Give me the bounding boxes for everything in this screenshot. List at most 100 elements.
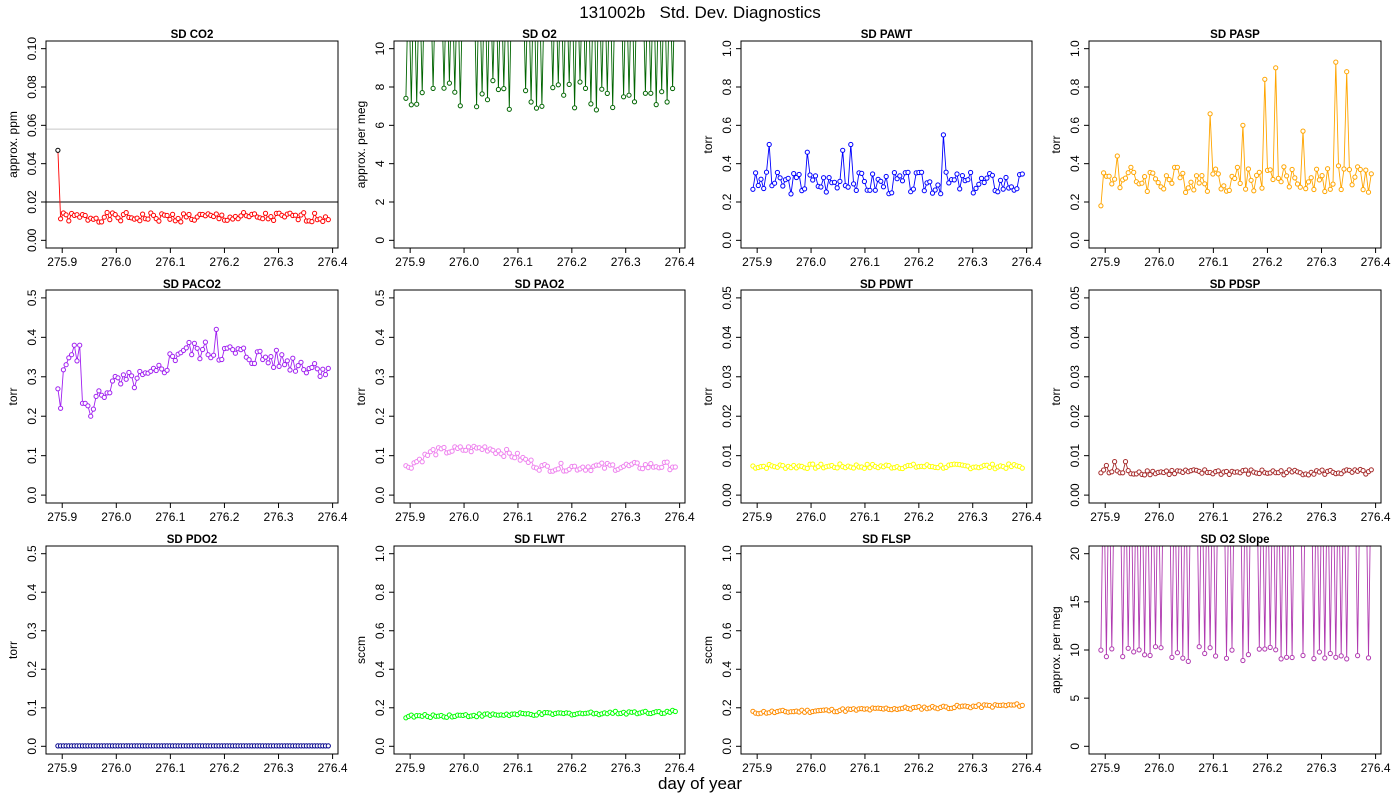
y-tick-label: 0.4	[720, 661, 734, 678]
data-point	[1322, 188, 1328, 195]
data-point	[788, 191, 794, 197]
data-point	[213, 211, 219, 217]
x-tick-label: 276.0	[101, 510, 131, 524]
x-tick-label: 276.3	[611, 761, 641, 775]
data-point	[1341, 166, 1347, 172]
panel-title: SD FLSP	[862, 534, 911, 546]
data-point	[96, 388, 102, 394]
data-point	[1120, 470, 1126, 476]
plot-frame	[740, 289, 1033, 504]
data-point	[1294, 181, 1301, 187]
data-point	[648, 461, 654, 467]
data-point	[317, 373, 323, 379]
y-axis-label: torr	[354, 387, 368, 405]
data-point	[626, 92, 632, 98]
y-tick-label: 0	[373, 237, 387, 244]
data-point	[123, 210, 129, 216]
data-point	[1000, 186, 1006, 192]
y-tick-label: 0.1	[25, 447, 39, 464]
data-point	[257, 348, 263, 354]
data-point	[202, 339, 208, 345]
data-point	[115, 375, 121, 381]
data-point	[1311, 656, 1317, 662]
panel-sd-o2: SD O2 275.9 276.0 276.1 276.2 276.3 276.4 0 2 4 6 8…	[354, 29, 695, 269]
data-point	[268, 214, 274, 220]
data-point	[1193, 173, 1200, 179]
data-point	[120, 372, 127, 378]
data-point	[167, 216, 173, 222]
y-axis-label: sccm	[354, 636, 368, 664]
data-point	[262, 354, 269, 360]
y-tick-label: 0.8	[720, 78, 734, 95]
plot-frame	[45, 545, 339, 755]
y-tick-label: 0.00	[1068, 483, 1082, 507]
data-point	[1019, 465, 1025, 471]
data-point	[672, 464, 678, 470]
data-point	[1019, 171, 1025, 177]
data-point	[1327, 186, 1333, 192]
data-point	[818, 461, 824, 467]
data-point	[585, 464, 591, 470]
data-point	[1185, 658, 1191, 665]
data-point	[572, 105, 578, 111]
x-tick-label: 275.9	[395, 761, 425, 775]
series-group	[55, 743, 331, 749]
data-point	[1327, 650, 1333, 657]
data-point	[750, 186, 756, 192]
y-tick-label: 20	[1068, 547, 1082, 561]
data-point	[1248, 177, 1254, 183]
data-point	[309, 364, 315, 371]
data-point	[785, 175, 791, 181]
x-tick-label: 275.9	[742, 255, 772, 269]
data-point	[1278, 656, 1284, 662]
data-point	[1215, 171, 1221, 177]
data-point	[634, 460, 640, 466]
data-point	[107, 390, 113, 396]
data-point	[1122, 459, 1129, 465]
y-tick-label: 0.2	[373, 699, 387, 716]
panel-sd-pasp: SD PASP 275.9 276.0 276.1 276.2 276.3 276.4 0.0…	[1049, 29, 1391, 269]
y-tick-label: 0.3	[373, 368, 387, 385]
series-group	[403, 443, 678, 474]
data-point	[1221, 183, 1227, 189]
data-point	[118, 381, 124, 387]
data-point	[66, 355, 72, 361]
y-tick-label: 0.05	[1068, 286, 1082, 310]
data-point	[134, 375, 140, 381]
data-point	[851, 181, 857, 187]
y-tick-label: 0.8	[1068, 78, 1082, 95]
data-point	[268, 354, 274, 360]
data-point	[1316, 177, 1323, 183]
data-point	[1098, 203, 1104, 209]
y-tick-label: 0.4	[373, 329, 387, 346]
data-point	[1330, 181, 1336, 187]
series-line	[1100, 62, 1372, 206]
data-point	[1158, 645, 1164, 651]
y-tick-label: 0.6	[720, 117, 734, 134]
data-point	[938, 191, 944, 197]
data-point	[1003, 174, 1009, 181]
data-point	[1174, 164, 1181, 170]
data-point	[282, 362, 288, 368]
y-tick-label: 0.4	[25, 329, 39, 346]
data-point	[90, 406, 97, 412]
x-tick-label: 276.1	[155, 255, 185, 269]
y-axis-label: approx. per meg	[1049, 606, 1063, 693]
data-point	[279, 352, 285, 358]
plot-frame	[393, 40, 686, 249]
data-point	[533, 105, 540, 111]
data-point	[104, 209, 110, 216]
data-point	[528, 457, 534, 463]
panel-sd-pao2: SD PAO2 275.9 276.0 276.1 276.2 276.3 276.4 0.0…	[354, 279, 695, 524]
data-point	[1338, 653, 1344, 659]
data-point	[577, 79, 583, 85]
data-point	[1245, 166, 1252, 172]
series-group	[403, 707, 678, 721]
x-tick-label: 276.0	[101, 255, 131, 269]
y-tick-label: 0	[1068, 743, 1082, 750]
data-point	[93, 215, 99, 221]
y-tick-label: 0.06	[25, 113, 39, 137]
data-point	[984, 175, 990, 181]
data-point	[1297, 184, 1303, 190]
x-tick-label: 276.4	[1361, 255, 1391, 269]
